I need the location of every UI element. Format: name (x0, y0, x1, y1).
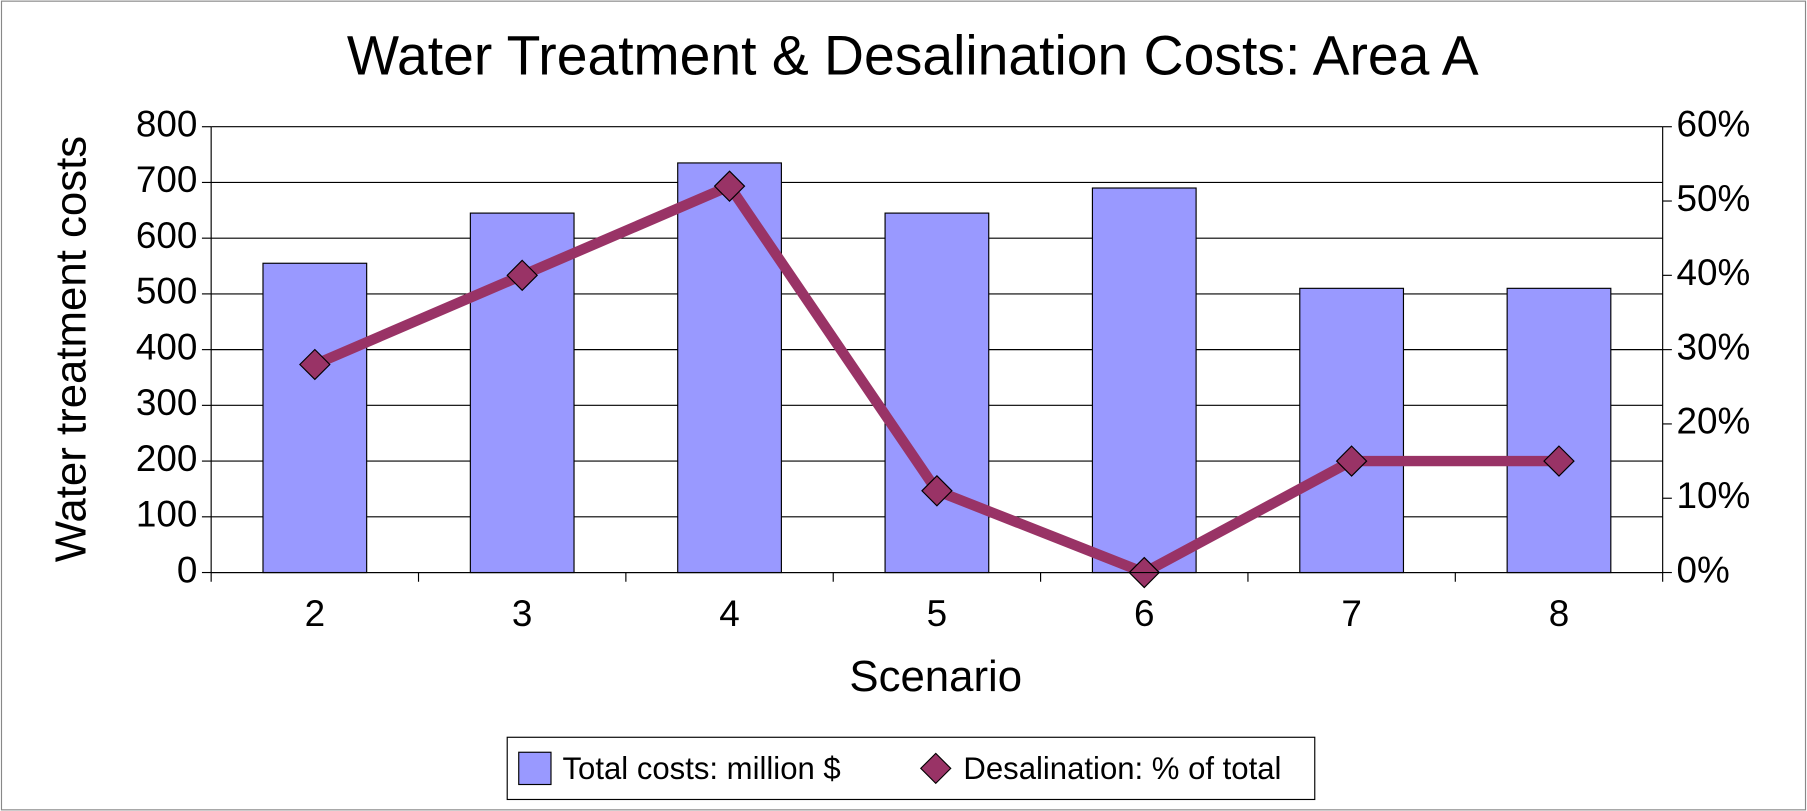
line-marker (506, 259, 538, 292)
x-tick-label: 4 (719, 593, 739, 634)
y-tick-label: 800 (136, 103, 198, 144)
legend-label: Desalination: % of total (963, 751, 1281, 786)
y2-tick-label: 0% (1676, 549, 1729, 590)
chart-title: Water Treatment & Desalination Costs: Ar… (347, 25, 1479, 87)
bar (262, 262, 368, 574)
y2-tick-label: 40% (1676, 252, 1750, 293)
x-axis-label: Scenario (849, 652, 1022, 701)
bar (1091, 187, 1197, 574)
legend-swatch (919, 752, 952, 785)
y-tick-label: 0 (177, 549, 198, 590)
y-axis-label: Water treatment costs (47, 136, 96, 562)
y-tick-label: 600 (136, 215, 198, 256)
line-marker (299, 348, 331, 381)
y2-tick-label: 50% (1676, 178, 1750, 219)
y-tick-label: 300 (136, 382, 198, 423)
y2-tick-label: 30% (1676, 326, 1750, 367)
bar (1506, 287, 1612, 574)
x-tick-label: 3 (512, 593, 533, 634)
x-tick-label: 5 (927, 593, 947, 634)
y-tick-label: 200 (136, 438, 198, 479)
y2-tick-label: 20% (1676, 401, 1750, 442)
line-marker (713, 170, 746, 202)
x-tick-label: 8 (1549, 593, 1570, 634)
line-marker (921, 475, 953, 507)
legend-label: Total costs: million $ (563, 751, 841, 786)
x-tick-label: 2 (305, 593, 326, 634)
legend-box (506, 736, 1316, 801)
legend-swatch (518, 751, 552, 786)
y-tick-label: 500 (136, 271, 198, 312)
y2-tick-label: 10% (1676, 475, 1750, 516)
bar (677, 162, 782, 574)
line-marker (1543, 445, 1575, 477)
line-marker (1335, 445, 1368, 477)
x-tick-label: 6 (1134, 593, 1154, 634)
bar (1299, 287, 1405, 574)
y-tick-label: 100 (136, 494, 198, 535)
bar (884, 212, 990, 574)
y-tick-label: 400 (136, 326, 198, 367)
y2-tick-label: 60% (1676, 103, 1750, 144)
x-tick-label: 7 (1341, 593, 1362, 634)
y-tick-label: 700 (136, 159, 198, 200)
